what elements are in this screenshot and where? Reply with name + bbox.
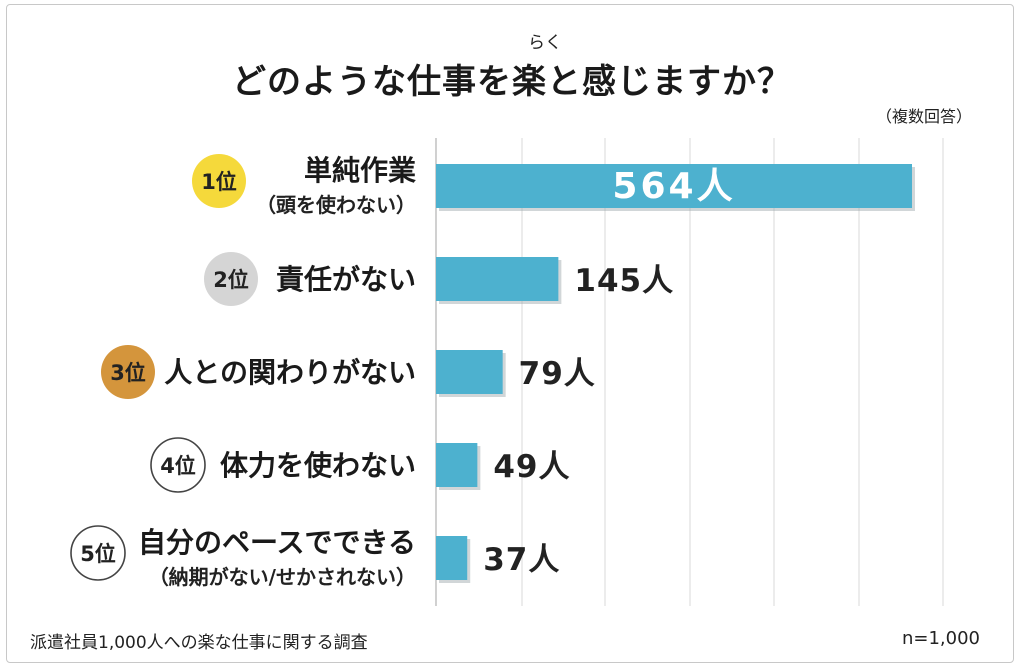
rank-label: 5位	[80, 542, 116, 566]
bar	[436, 536, 468, 580]
value-label: 79人	[519, 356, 596, 392]
category-label: 責任がない	[276, 263, 416, 296]
value-label: 37人	[483, 542, 560, 578]
rank-label: 1位	[201, 170, 237, 194]
bar	[436, 257, 559, 301]
bar	[436, 350, 503, 394]
category-label: 単純作業	[304, 154, 416, 187]
rank-label: 4位	[160, 454, 196, 478]
value-label: 564人	[612, 166, 735, 207]
rank-badge	[101, 345, 155, 399]
rank-badge	[204, 252, 258, 306]
category-sublabel: （納期がない/せかされない）	[149, 565, 416, 589]
value-label: 145人	[574, 263, 674, 299]
rank-badge	[192, 154, 246, 208]
rank-badge	[70, 525, 126, 581]
rank-label: 2位	[213, 268, 249, 292]
chart-frame	[6, 4, 1014, 663]
category-label: 人との関わりがない	[164, 356, 416, 389]
survey-source: 派遣社員1,000人への楽な仕事に関する調査	[30, 633, 368, 653]
category-label: 自分のペースでできる	[138, 526, 416, 559]
category-label: 体力を使わない	[220, 449, 416, 482]
multiple-answer-note: （複数回答）	[875, 107, 972, 126]
title-furigana: らく	[528, 33, 562, 53]
chart-title: どのような仕事を楽と感じますか？	[232, 62, 792, 102]
value-label: 49人	[493, 449, 570, 485]
bar	[436, 164, 912, 208]
rank-badge	[150, 437, 206, 493]
rank-label: 3位	[110, 361, 146, 385]
bar	[436, 443, 478, 487]
category-sublabel: （頭を使わない）	[256, 193, 416, 217]
sample-size: n=1,000	[901, 628, 980, 649]
